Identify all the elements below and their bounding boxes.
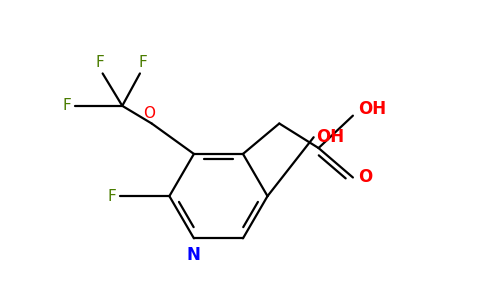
Text: O: O <box>358 169 372 187</box>
Text: O: O <box>143 106 155 121</box>
Text: F: F <box>62 98 71 113</box>
Text: F: F <box>138 56 147 70</box>
Text: F: F <box>107 189 116 204</box>
Text: OH: OH <box>317 128 345 146</box>
Text: F: F <box>95 56 104 70</box>
Text: OH: OH <box>358 100 386 118</box>
Text: N: N <box>187 246 201 264</box>
